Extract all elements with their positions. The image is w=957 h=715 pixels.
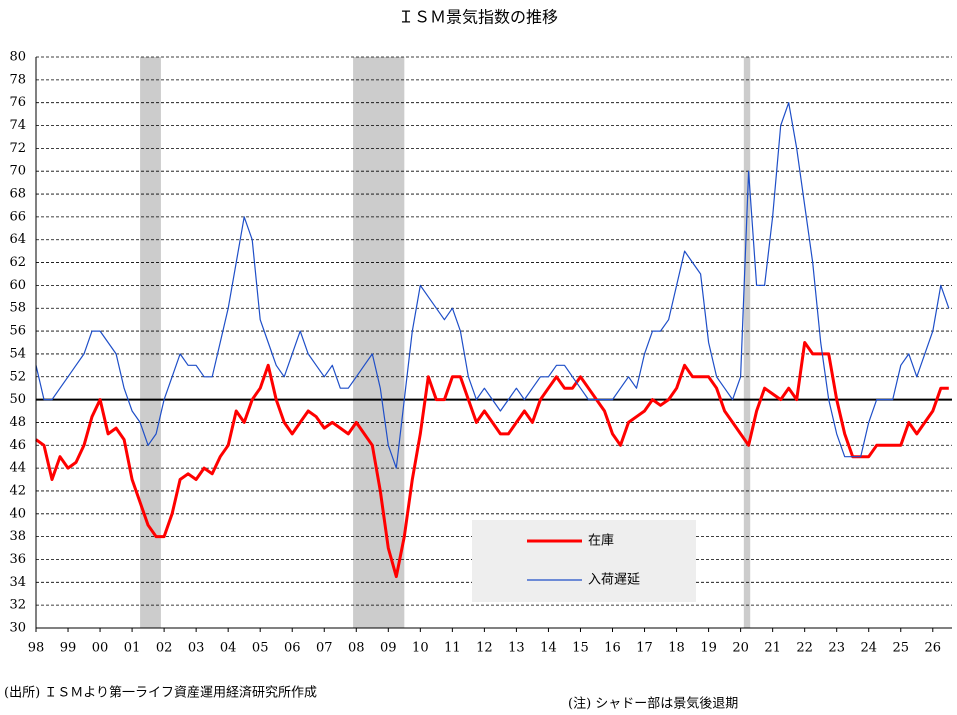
x-tick-label: 07 xyxy=(316,641,333,656)
x-tick-label: 04 xyxy=(220,641,237,656)
y-tick-label: 78 xyxy=(9,72,26,87)
x-tick-label: 23 xyxy=(828,641,845,656)
y-tick-label: 40 xyxy=(9,506,26,521)
y-tick-label: 38 xyxy=(9,529,26,544)
y-tick-label: 58 xyxy=(9,301,26,316)
footnote: (注) シャドー部は景気後退期 xyxy=(568,696,738,712)
series-line xyxy=(35,102,950,469)
y-tick-label: 76 xyxy=(9,95,26,110)
y-tick-label: 62 xyxy=(9,255,26,270)
y-tick-label: 34 xyxy=(9,575,26,590)
background-layer xyxy=(140,57,751,628)
y-tick-label: 50 xyxy=(9,392,26,407)
x-tick-label: 01 xyxy=(124,641,141,656)
y-tick-label: 70 xyxy=(9,164,26,179)
source-note: (出所) ＩＳＭより第一ライフ資産運用経済研究所作成 xyxy=(4,685,317,701)
y-tick-label: 48 xyxy=(9,415,26,430)
x-tick-label: 19 xyxy=(700,641,717,656)
y-tick-label: 80 xyxy=(9,50,26,65)
y-tick-label: 46 xyxy=(9,438,26,453)
y-tick-label: 74 xyxy=(9,118,26,133)
x-tick-label: 02 xyxy=(156,641,173,656)
recession-shade xyxy=(353,57,405,628)
y-tick-label: 36 xyxy=(9,552,26,567)
x-tick-label: 15 xyxy=(572,641,589,656)
axis-layer: 30 32 34 36 38 40 42 44 46 48 50 52 54 56 58 60 62 64 66 68… xyxy=(9,50,952,656)
x-tick-label: 25 xyxy=(892,641,909,656)
y-tick-label: 66 xyxy=(9,209,26,224)
y-tick-label: 32 xyxy=(9,598,26,613)
y-tick-label: 52 xyxy=(9,369,26,384)
x-tick-label: 99 xyxy=(60,641,77,656)
y-tick-label: 68 xyxy=(9,187,26,202)
line-layer xyxy=(35,102,952,579)
y-tick-label: 64 xyxy=(9,232,26,247)
x-tick-label: 09 xyxy=(380,641,397,656)
x-tick-label: 20 xyxy=(732,641,749,656)
y-tick-label: 44 xyxy=(9,461,26,476)
x-tick-label: 98 xyxy=(28,641,45,656)
x-tick-label: 10 xyxy=(412,641,429,656)
x-tick-label: 05 xyxy=(252,641,269,656)
series-line xyxy=(35,341,949,579)
x-tick-label: 17 xyxy=(636,641,653,656)
x-tick-label: 18 xyxy=(668,641,685,656)
x-tick-label: 00 xyxy=(92,641,109,656)
recession-shade xyxy=(743,57,751,628)
x-tick-label: 11 xyxy=(444,641,461,656)
chart-title: ＩＳＭ景気指数の推移 xyxy=(398,8,558,27)
x-tick-label: 21 xyxy=(764,641,781,656)
x-tick-label: 26 xyxy=(925,641,942,656)
y-tick-label: 60 xyxy=(9,278,26,293)
x-tick-label: 13 xyxy=(508,641,525,656)
legend-label: 入荷遅延 xyxy=(588,573,640,588)
y-tick-label: 54 xyxy=(9,346,26,361)
y-tick-label: 30 xyxy=(9,621,26,636)
y-tick-label: 72 xyxy=(9,141,26,156)
x-tick-label: 06 xyxy=(284,641,301,656)
x-tick-label: 22 xyxy=(796,641,813,656)
recession-shade xyxy=(140,57,161,628)
x-tick-label: 14 xyxy=(540,641,557,656)
x-tick-label: 03 xyxy=(188,641,205,656)
y-tick-label: 42 xyxy=(9,483,26,498)
x-tick-label: 16 xyxy=(604,641,621,656)
x-tick-label: 08 xyxy=(348,641,365,656)
legend-box xyxy=(472,520,696,602)
y-tick-label: 56 xyxy=(9,324,26,339)
legend-label: 在庫 xyxy=(588,534,614,549)
x-tick-label: 24 xyxy=(860,641,877,656)
x-tick-label: 12 xyxy=(476,641,493,656)
